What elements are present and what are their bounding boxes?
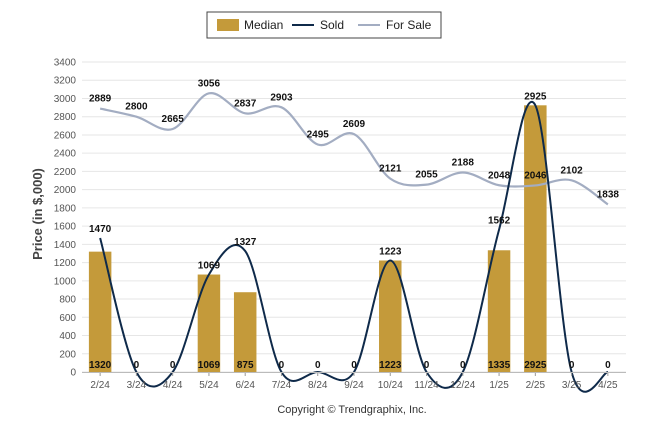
median-data-label: 1223 [379,360,402,371]
legend-swatch-median [217,19,239,31]
median-bar [197,274,221,372]
x-tick-label: 3/25 [562,380,582,391]
median-data-label: 0 [315,360,321,371]
median-data-label: 2925 [524,360,547,371]
y-tick-label: 2200 [54,167,77,178]
median-data-label: 1320 [89,360,112,371]
for-sale-data-label: 2889 [89,94,112,105]
for-sale-data-label: 2800 [125,102,148,113]
for-sale-data-label: 2665 [162,114,185,125]
y-tick-label: 1400 [54,240,77,251]
x-tick-label: 2/25 [526,380,546,391]
median-bars [88,105,547,372]
x-axis-ticks: 2/24 3/24 4/24 5/24 6/24 7/24 8/24 9/24 10/24 11/… [90,372,618,391]
y-tick-label: 3200 [54,76,77,87]
legend: Median Sold For Sale [206,11,442,39]
median-bar [233,292,257,372]
y-tick-label: 3400 [54,58,77,69]
for-sale-data-label: 2048 [488,170,511,181]
median-bar [88,251,112,372]
for-sale-data-label: 2609 [343,119,366,130]
y-axis-ticks: 0 200 400 600 800 1000 1200 1400 1600 1800 2000 220… [54,58,77,379]
sold-data-label: 1470 [89,224,112,235]
y-tick-label: 3000 [54,94,77,105]
x-tick-label: 11/24 [414,380,439,391]
x-tick-label: 12/24 [450,380,475,391]
median-data-label: 0 [134,360,140,371]
for-sale-data-label: 2495 [307,130,330,141]
x-tick-label: 2/24 [90,380,110,391]
sold-data-label: 2925 [524,91,547,102]
copyright-credit: Copyright © Trendgraphix, Inc. [277,404,426,416]
x-tick-label: 1/25 [489,380,509,391]
legend-label-for-sale: For Sale [386,18,432,32]
for-sale-data-label: 2046 [524,170,547,181]
median-data-label: 0 [279,360,285,371]
sold-line [99,101,609,393]
median-bar [379,260,402,372]
legend-label-median: Median [244,18,283,32]
median-data-label: 1335 [488,360,511,371]
y-tick-label: 200 [59,349,76,360]
for-sale-data-label: 2121 [379,164,402,175]
median-bar [487,250,511,372]
median-data-label: 0 [605,360,611,371]
y-tick-label: 0 [70,368,76,379]
y-tick-label: 1800 [54,203,77,214]
legend-box [206,11,442,39]
x-tick-label: 6/24 [235,380,255,391]
median-data-label: 0 [351,360,357,371]
x-tick-label: 5/24 [199,380,219,391]
for-sale-data-label: 2055 [415,170,438,181]
x-tick-label: 8/24 [308,380,328,391]
y-tick-label: 2400 [54,149,77,160]
median-data-label: 0 [170,360,176,371]
x-tick-label: 9/24 [344,380,364,391]
y-tick-label: 800 [59,295,76,306]
x-tick-label: 4/25 [598,380,618,391]
sold-data-label: 1562 [488,216,511,227]
for-sale-data-label: 1838 [597,189,620,200]
for-sale-data-label: 2102 [560,165,583,176]
sold-data-label: 1069 [198,261,221,272]
median-data-label: 875 [237,360,254,371]
y-tick-label: 2000 [54,185,77,196]
x-tick-label: 10/24 [378,380,403,391]
median-data-label: 0 [460,360,466,371]
for-sale-data-label: 2188 [452,158,475,169]
y-axis-title: Price (in $,000) [30,168,45,260]
x-tick-label: 3/24 [127,380,147,391]
y-tick-label: 1200 [54,258,77,269]
series-lines [99,92,609,393]
y-tick-label: 1600 [54,222,77,233]
median-data-label: 0 [424,360,430,371]
for-sale-data-label: 3056 [198,78,221,89]
x-tick-label: 7/24 [272,380,292,391]
legend-label-sold: Sold [320,18,344,32]
median-data-label: 0 [569,360,575,371]
sold-data-label: 1223 [379,246,402,257]
sold-data-label: 1327 [234,237,257,248]
y-tick-label: 2600 [54,130,77,141]
median-data-label: 1069 [198,360,221,371]
for-sale-data-label: 2837 [234,98,257,109]
y-tick-label: 1000 [54,276,77,287]
x-tick-label: 4/24 [163,380,183,391]
y-tick-label: 2800 [54,112,77,123]
y-tick-label: 400 [59,331,76,342]
data-labels: 2889 2800 2665 3056 2837 2903 2495 2609 2121 2055… [89,78,619,371]
y-tick-label: 600 [59,313,76,324]
for-sale-data-label: 2903 [270,92,293,103]
median-bar [524,105,547,372]
for-sale-line [99,92,609,206]
